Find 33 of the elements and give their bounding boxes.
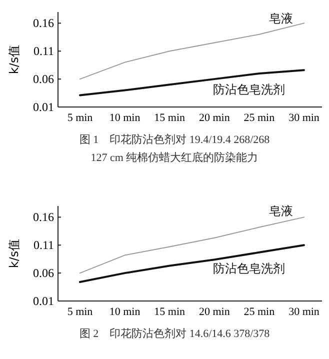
series-label: 皂液 [269, 204, 294, 218]
caption: 图 2 印花防沾色剂对 14.6/14.6 378/378 [79, 327, 270, 340]
x-tick-label: 10 min [109, 306, 141, 318]
y-tick-label: 0.01 [33, 100, 54, 114]
y-axis-title: k/s值 [7, 44, 21, 74]
x-tick-label: 15 min [154, 112, 186, 124]
y-axis-title: k/s值 [7, 238, 21, 268]
x-tick-label: 30 min [288, 112, 320, 124]
y-tick-label: 0.11 [33, 44, 54, 58]
line-series [80, 216, 304, 274]
series-label: 皂液 [269, 11, 294, 26]
series-label: 防沾色皂洗剂 [213, 261, 286, 276]
series-label: 防沾色皂洗剂 [213, 82, 286, 96]
y-tick-label: 0.06 [33, 72, 54, 86]
x-tick-label: 30 min [288, 306, 320, 318]
y-tick-label: 0.16 [33, 16, 54, 30]
y-tick-label: 0.11 [33, 238, 54, 252]
y-tick-label: 0.01 [33, 294, 54, 308]
y-tick-label: 0.16 [33, 210, 54, 224]
x-tick-label: 10 min [109, 112, 141, 124]
text: 127 cm 纯棉仿蜡大红底的防染能力 [90, 151, 258, 164]
x-tick-label: 20 min [198, 112, 230, 124]
caption: 图 1 印花防沾色剂对 19.4/19.4 268/268 [79, 133, 270, 146]
line-series [79, 69, 305, 96]
line-series [79, 244, 305, 283]
x-tick-label: 20 min [198, 306, 230, 318]
line-series [80, 22, 304, 80]
x-tick-label: 15 min [154, 306, 186, 318]
y-tick-label: 0.06 [33, 266, 54, 280]
x-tick-label: 25 min [244, 306, 276, 318]
x-tick-label: 5 min [67, 112, 94, 124]
x-tick-label: 5 min [67, 306, 94, 318]
x-tick-label: 25 min [244, 112, 276, 124]
